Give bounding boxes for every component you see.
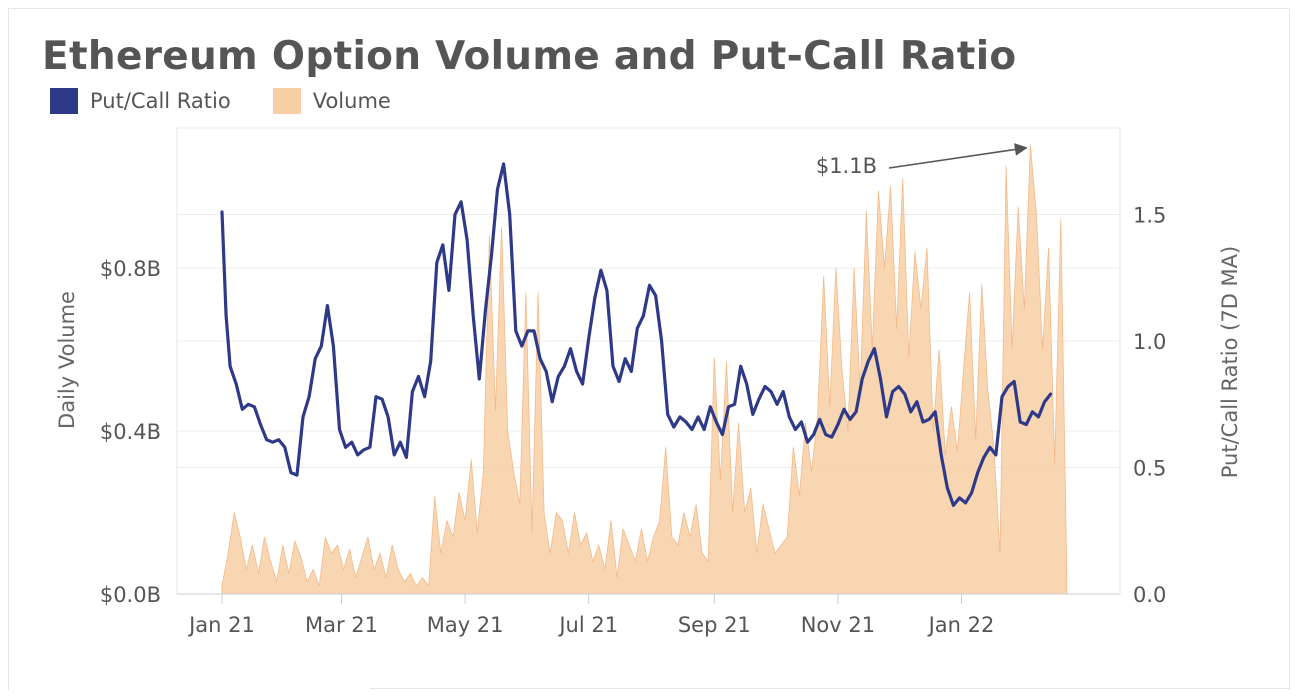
y-right-tick-label-1: 0.5	[1133, 457, 1166, 481]
x-tick-label-2: May 21	[427, 613, 504, 637]
legend-item-volume[interactable]: Volume	[272, 88, 391, 114]
volume-series	[221, 145, 1068, 595]
y-left-tick-label-2: $0.8B	[100, 257, 161, 281]
legend-label-volume: Volume	[312, 89, 391, 113]
x-axis: Jan 21 Mar 21 May 21 Jul 21 Sep 21 Nov 21 Jan …	[177, 593, 1120, 637]
annotation-label: $1.1B	[816, 154, 877, 178]
x-tick-label-4: Sep 21	[678, 613, 751, 637]
y-axis-left: $0.0B $0.4B $0.8B	[100, 257, 161, 607]
put-call-ratio-line	[220, 162, 1053, 507]
annotation: $1.1B	[816, 143, 1028, 178]
y-right-tick-label-2: 1.0	[1133, 330, 1166, 354]
legend-item-put-call-ratio[interactable]: Put/Call Ratio	[50, 88, 231, 114]
put-call-ratio-series	[220, 162, 1053, 507]
y-left-tick-label-0: $0.0B	[100, 583, 161, 607]
x-tick-label-5: Nov 21	[801, 613, 875, 637]
volume-area	[221, 145, 1068, 595]
y-right-tick-label-0: 0.0	[1133, 583, 1166, 607]
y-axis-right: 0.0 0.5 1.0 1.5	[1133, 204, 1166, 608]
x-tick-label-6: Jan 22	[927, 613, 995, 637]
chart-title: Ethereum Option Volume and Put-Call Rati…	[42, 34, 1017, 79]
x-tick-label-0: Jan 21	[187, 613, 255, 637]
legend-swatch-put-call-ratio	[50, 88, 78, 114]
y-left-tick-label-1: $0.4B	[100, 420, 161, 444]
legend-swatch-volume	[272, 88, 301, 114]
frame-bottom-rule	[370, 688, 1290, 689]
y-axis-right-title: Put/Call Ratio (7D MA)	[1218, 246, 1242, 478]
legend-label-put-call-ratio: Put/Call Ratio	[90, 89, 231, 113]
chart-frame	[8, 8, 1290, 690]
y-axis-left-title: Daily Volume	[55, 291, 79, 429]
annotation-arrow	[888, 143, 1028, 169]
x-tick-label-1: Mar 21	[305, 613, 378, 637]
legend: Put/Call Ratio Volume	[50, 88, 433, 114]
y-right-tick-label-3: 1.5	[1133, 204, 1166, 228]
x-tick-label-3: Jul 21	[557, 613, 618, 637]
